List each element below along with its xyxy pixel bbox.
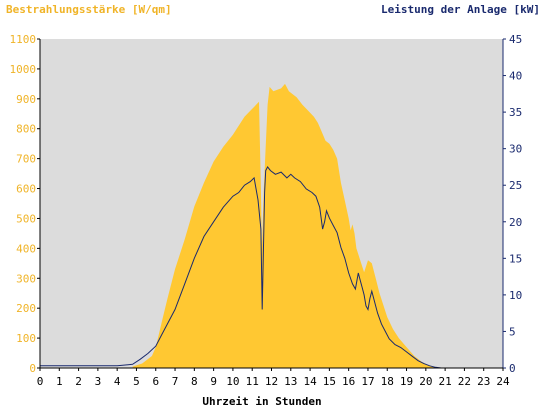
right-tick-label: 40 [509,70,522,83]
left-tick-label: 1000 [10,63,37,76]
right-tick-label: 30 [509,143,522,156]
x-tick-label: 5 [133,375,140,388]
left-tick-label: 200 [16,302,36,315]
x-tick-label: 18 [381,375,394,388]
left-tick-label: 600 [16,183,36,196]
left-tick-label: 400 [16,242,36,255]
x-tick-label: 17 [361,375,374,388]
left-tick-label: 900 [16,93,36,106]
plot-area [40,39,503,369]
x-tick-label: 4 [114,375,121,388]
right-tick-label: 5 [509,325,516,338]
right-tick-label: 15 [509,252,522,265]
left-tick-label: 1100 [10,33,37,46]
x-tick-label: 10 [226,375,239,388]
x-tick-label: 1 [56,375,63,388]
left-tick-label: 700 [16,153,36,166]
x-tick-label: 15 [323,375,336,388]
x-axis-title: Uhrzeit in Stunden [202,395,321,408]
x-tick-label: 8 [191,375,198,388]
x-tick-label: 24 [496,375,510,388]
axes: 0100200300400500600700800900100011000510… [10,33,523,388]
x-tick-label: 23 [477,375,490,388]
left-tick-label: 100 [16,332,36,345]
x-tick-label: 21 [439,375,452,388]
left-tick-label: 500 [16,212,36,225]
right-tick-label: 0 [509,362,516,375]
x-tick-label: 22 [458,375,471,388]
left-tick-label: 0 [29,362,36,375]
irradiance-area [132,83,440,369]
power-line [40,165,503,369]
left-tick-label: 800 [16,123,36,136]
x-tick-label: 3 [95,375,102,388]
right-axis-title: Leistung der Anlage [kW] [381,3,540,16]
right-tick-label: 10 [509,289,522,302]
left-tick-label: 300 [16,272,36,285]
right-tick-label: 20 [509,216,522,229]
x-tick-label: 7 [172,375,179,388]
right-tick-label: 35 [509,106,522,119]
x-tick-label: 2 [75,375,82,388]
left-axis-title: Bestrahlungsstärke [W/qm] [6,3,172,16]
right-tick-label: 25 [509,179,522,192]
x-tick-label: 9 [210,375,217,388]
x-tick-label: 12 [265,375,278,388]
x-tick-label: 11 [246,375,259,388]
x-tick-label: 6 [152,375,159,388]
x-tick-label: 20 [419,375,432,388]
x-tick-label: 19 [400,375,413,388]
x-tick-label: 14 [303,375,317,388]
x-tick-label: 13 [284,375,297,388]
x-tick-label: 16 [342,375,355,388]
x-tick-label: 0 [37,375,44,388]
right-tick-label: 45 [509,33,522,46]
